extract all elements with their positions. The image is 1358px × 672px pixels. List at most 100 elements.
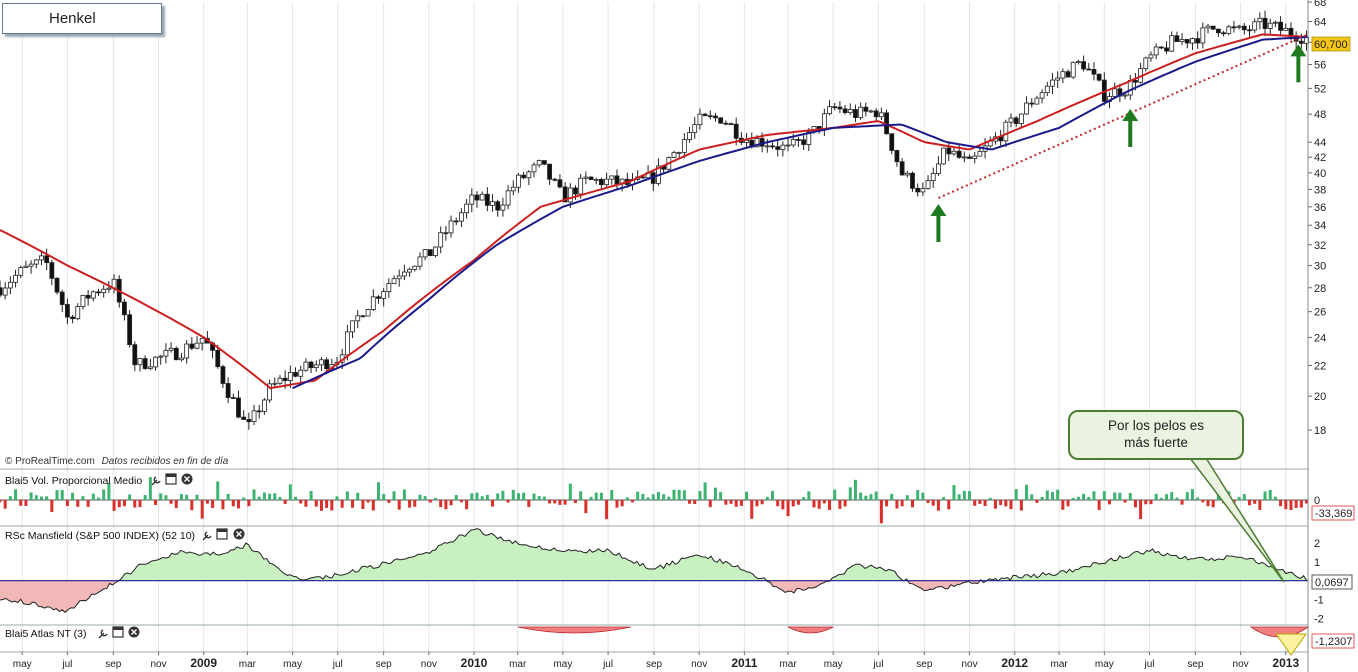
candle bbox=[401, 264, 407, 281]
volume-close-icon[interactable] bbox=[181, 473, 193, 485]
candle bbox=[13, 269, 18, 288]
rs-window-icon[interactable] bbox=[216, 528, 228, 540]
candle bbox=[1112, 82, 1118, 97]
candle bbox=[303, 358, 309, 372]
volume-bar bbox=[1159, 497, 1163, 500]
candle bbox=[220, 364, 226, 389]
candle bbox=[101, 285, 107, 298]
atlas-settings-icon[interactable] bbox=[98, 629, 108, 639]
candle bbox=[738, 132, 744, 146]
candle bbox=[723, 120, 729, 126]
candle-body bbox=[775, 146, 781, 150]
rs-close-icon[interactable] bbox=[233, 528, 245, 540]
candle bbox=[609, 175, 615, 185]
volume-bar bbox=[402, 489, 406, 500]
volume-bar bbox=[1118, 492, 1122, 500]
candle-body bbox=[179, 357, 184, 361]
gridlines bbox=[21, 2, 1287, 651]
x-tick-label: sep bbox=[916, 659, 933, 670]
volume-bar bbox=[200, 500, 204, 519]
candle-body bbox=[801, 139, 807, 145]
arrow-head bbox=[1290, 44, 1307, 57]
y-tick-label: 44 bbox=[1314, 137, 1326, 149]
x-tick-label: mar bbox=[1051, 659, 1069, 670]
candle bbox=[552, 177, 558, 182]
candle-body bbox=[277, 377, 283, 384]
volume-bar bbox=[1247, 500, 1251, 506]
x-tick-label: may bbox=[824, 659, 843, 670]
candle-body bbox=[127, 314, 133, 346]
volume-bar bbox=[76, 500, 80, 507]
candle-body bbox=[593, 179, 599, 181]
atlas-close-icon[interactable] bbox=[128, 626, 140, 638]
candle-body bbox=[1024, 102, 1029, 115]
resize-corner-icon[interactable] bbox=[1275, 633, 1307, 656]
volume-bar bbox=[397, 500, 401, 510]
volume-bar bbox=[179, 494, 183, 500]
candle bbox=[313, 360, 319, 372]
candle-body bbox=[433, 246, 438, 257]
y-tick-label: 34 bbox=[1314, 220, 1326, 232]
volume-bar bbox=[833, 489, 837, 500]
volume-bar bbox=[1253, 500, 1257, 504]
candle-body bbox=[490, 201, 495, 206]
candle-body bbox=[692, 124, 698, 133]
candle bbox=[267, 379, 272, 403]
candle bbox=[1013, 116, 1019, 128]
candle bbox=[324, 357, 330, 374]
candle-body bbox=[220, 366, 226, 384]
volume-window-icon[interactable] bbox=[165, 473, 177, 485]
volume-bar bbox=[485, 494, 489, 500]
volume-bar bbox=[983, 500, 987, 507]
volume-bar bbox=[620, 500, 624, 507]
candle-body bbox=[101, 288, 107, 293]
candle bbox=[215, 344, 221, 369]
atlas-window-icon[interactable] bbox=[112, 626, 124, 638]
rs-settings-icon[interactable] bbox=[202, 531, 212, 541]
volume-bar bbox=[599, 492, 603, 500]
candle bbox=[179, 353, 184, 362]
candle-body bbox=[785, 144, 791, 147]
candle-body bbox=[1039, 92, 1045, 99]
candle bbox=[407, 267, 412, 277]
candle bbox=[676, 151, 682, 158]
volume-bar bbox=[1190, 489, 1194, 500]
candle-body bbox=[96, 291, 101, 294]
volume-bar bbox=[50, 500, 54, 513]
candle-body bbox=[878, 112, 884, 118]
rs-line bbox=[0, 528, 1307, 614]
candle bbox=[516, 172, 521, 193]
candle-body bbox=[702, 113, 708, 117]
candle-body bbox=[863, 106, 869, 112]
volume-settings-icon[interactable] bbox=[151, 476, 161, 486]
candle bbox=[90, 290, 96, 302]
volume-bar bbox=[672, 489, 676, 500]
candle bbox=[650, 170, 656, 192]
candle bbox=[806, 128, 812, 152]
volume-bar bbox=[252, 489, 256, 500]
candle bbox=[697, 108, 703, 130]
candle-body bbox=[894, 150, 900, 163]
volume-bar bbox=[371, 500, 375, 511]
candle bbox=[298, 365, 304, 383]
candle-body bbox=[106, 287, 112, 290]
candle-body bbox=[567, 187, 573, 203]
candle bbox=[915, 183, 921, 197]
candle-body bbox=[780, 144, 786, 150]
candle bbox=[1044, 81, 1050, 97]
candle-body bbox=[956, 150, 962, 158]
volume-bar bbox=[262, 492, 266, 500]
credit-note: Datos recibidos en fin de día bbox=[102, 456, 229, 467]
trendline bbox=[938, 33, 1309, 199]
volume-bar bbox=[771, 490, 775, 500]
x-tick-label: sep bbox=[376, 659, 393, 670]
volume-bar bbox=[335, 496, 339, 500]
volume-bar bbox=[299, 500, 303, 504]
candle bbox=[70, 314, 75, 324]
volume-bar bbox=[1030, 494, 1034, 500]
candle-body bbox=[142, 358, 148, 369]
volume-bar bbox=[605, 500, 609, 520]
volume-bar bbox=[916, 490, 920, 500]
candle bbox=[1070, 61, 1076, 80]
candle-body bbox=[1236, 25, 1242, 28]
